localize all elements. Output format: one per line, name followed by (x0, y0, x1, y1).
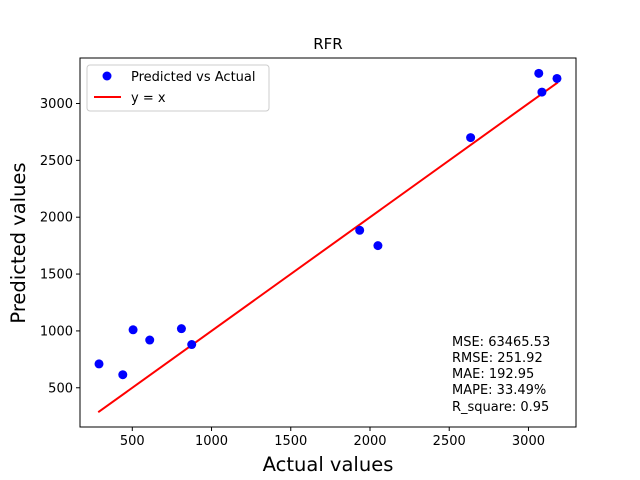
scatter-point (466, 133, 476, 143)
x-tick-label: 1500 (274, 434, 307, 449)
scatter-point (373, 241, 383, 251)
x-tick-label: 1000 (195, 434, 228, 449)
metric-r-square: R_square: 0.95 (452, 400, 549, 415)
y-tick-label: 1500 (40, 268, 73, 283)
metrics-annotation: MSE: 63465.53 RMSE: 251.92 MAE: 192.95 M… (452, 335, 550, 415)
scatter-point (145, 335, 155, 345)
scatter-point (94, 359, 104, 369)
y-tick-label: 2000 (40, 211, 73, 226)
x-tick-label: 3000 (512, 434, 545, 449)
legend-label-line: y = x (131, 91, 166, 106)
x-tick-label: 500 (120, 434, 145, 449)
y-axis-label: Predicted values (7, 162, 30, 323)
chart-title: RFR (313, 35, 342, 53)
scatter-point (187, 340, 197, 350)
scatter-point (118, 370, 128, 380)
y-tick-label: 500 (48, 381, 73, 396)
x-tick-label: 2500 (433, 434, 466, 449)
x-tick-label: 2000 (353, 434, 386, 449)
metric-mape: MAPE: 33.49% (452, 383, 546, 398)
series-line-y-equals-x (97, 81, 559, 414)
legend-box (86, 64, 270, 112)
scatter-point (176, 324, 186, 334)
y-tick-label: 2500 (40, 154, 73, 169)
legend-label-scatter: Predicted vs Actual (131, 70, 255, 85)
metric-rmse: RMSE: 251.92 (452, 351, 543, 366)
y-tick-label: 3000 (40, 97, 73, 112)
metric-mae: MAE: 192.95 (452, 367, 534, 382)
y-tick-label: 1000 (40, 324, 73, 339)
scatter-point (537, 87, 547, 97)
x-axis-label: Actual values (263, 453, 394, 476)
legend: Predicted vs Actual y = x (86, 64, 270, 112)
scatter-point (534, 68, 544, 78)
legend-marker-scatter (102, 71, 112, 81)
scatter-point (355, 225, 365, 235)
metric-mse: MSE: 63465.53 (452, 335, 550, 350)
scatter-point (552, 73, 562, 83)
plot-frame (79, 57, 577, 428)
scatter-point (128, 325, 138, 335)
